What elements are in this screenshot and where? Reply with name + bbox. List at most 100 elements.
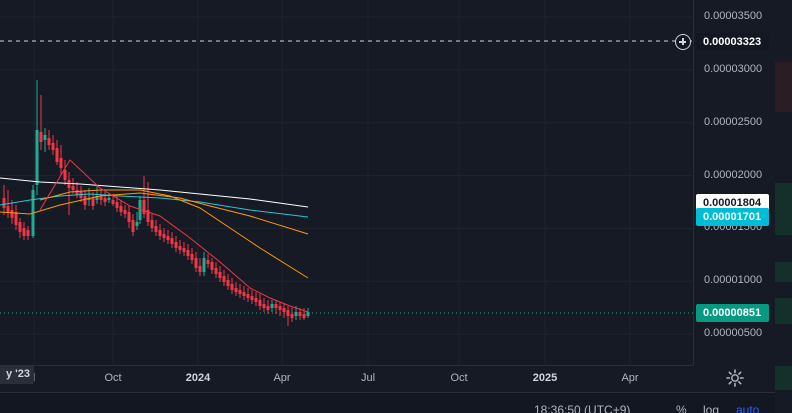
candle-body: [262, 304, 266, 308]
price-tick-label: 0.00001000: [704, 274, 763, 287]
candle-body: [238, 290, 242, 294]
candle-body: [182, 248, 186, 252]
last-price-label: 0.00000851: [696, 304, 769, 322]
price-chart[interactable]: [0, 0, 693, 365]
candle-body: [22, 228, 26, 236]
time-axis-label: Apr: [273, 372, 291, 384]
clock-text: 18:36:50 (UTC+9): [534, 403, 631, 413]
candle-body: [242, 292, 246, 296]
moving-average-line: [0, 192, 309, 235]
add-plus-icon[interactable]: [675, 34, 691, 50]
candle-body: [123, 210, 127, 214]
moving-average-line: [39, 159, 309, 313]
candle-body: [290, 314, 294, 318]
crosshair-price-label: 0.00003323: [696, 33, 769, 51]
percent-toggle[interactable]: %: [676, 403, 687, 413]
price-tick-label: 0.00002500: [704, 115, 763, 128]
time-axis-label: 2024: [185, 372, 211, 384]
moving-average-line: [0, 193, 309, 218]
candle-body: [222, 276, 226, 282]
price-scale[interactable]: 0.00003500 0.00003000 0.00002500 0.00002000…: [693, 0, 775, 365]
candle-body: [43, 135, 47, 140]
candle-body: [35, 130, 39, 185]
time-axis-label: Oct: [104, 372, 122, 384]
candle-body: [59, 158, 63, 168]
moving-average-line: [39, 189, 309, 279]
ma-teal-price-label: 0.00001701: [696, 208, 769, 226]
candle-body: [111, 200, 115, 204]
candle-body: [55, 148, 59, 162]
candle-body: [162, 234, 166, 238]
auto-toggle[interactable]: auto: [736, 403, 760, 413]
time-axis-label: Apr: [621, 372, 639, 384]
candle-body: [214, 268, 218, 274]
time-axis-label: Oct: [450, 372, 468, 384]
time-axis-label: l: [32, 372, 36, 384]
candle-body: [246, 294, 250, 298]
candle-body: [6, 206, 10, 212]
candle-body: [95, 196, 99, 200]
price-tick-label: 0.00002000: [704, 168, 763, 181]
candle-body: [119, 206, 123, 212]
strip-marker: [775, 262, 792, 282]
candle-body: [194, 258, 198, 268]
candle-body: [127, 212, 131, 222]
candle-body: [2, 198, 6, 208]
candle-body: [103, 198, 107, 202]
candle-body: [10, 210, 14, 218]
candle-body: [294, 312, 298, 316]
candle-body: [18, 222, 22, 232]
candle-body: [26, 230, 30, 236]
candle-body: [39, 132, 43, 142]
moving-average-lines: [0, 159, 309, 313]
candle-body: [278, 306, 282, 310]
candle-body: [178, 246, 182, 250]
candle-body: [67, 180, 71, 188]
candle-body: [131, 220, 135, 232]
candle-body: [186, 250, 190, 256]
candle-body: [150, 220, 154, 228]
price-tick-label: 0.00000500: [704, 327, 763, 340]
time-axis-partial-label: y '23: [0, 365, 34, 384]
gear-icon[interactable]: [725, 368, 745, 388]
candle-body: [135, 222, 139, 226]
candle-body: [286, 310, 290, 316]
candle-body: [107, 198, 111, 200]
ma-white-price-label: 0.00001804: [696, 194, 769, 212]
price-tick-label: 0.00003500: [704, 10, 763, 22]
candle-body: [138, 200, 142, 220]
candle-body: [154, 226, 158, 232]
time-axis[interactable]: l Oct 2024 Apr Jul Oct 2025 Apr: [0, 365, 693, 392]
candle-body: [250, 296, 254, 300]
candle-body: [226, 280, 230, 286]
price-tick-label: 0.00003000: [704, 62, 763, 75]
bottom-toolbar: 18:36:50 (UTC+9) % log auto: [0, 392, 775, 413]
candle-body: [146, 210, 150, 222]
candle-body: [298, 312, 302, 316]
strip-marker: [775, 366, 792, 390]
candle-body: [234, 288, 238, 292]
strip-marker: [775, 62, 792, 112]
candle-body: [115, 202, 119, 208]
candle-body: [258, 300, 262, 306]
candle-body: [218, 272, 222, 278]
candle-body: [87, 198, 91, 200]
candle-body: [47, 138, 51, 145]
candle-body: [158, 230, 162, 236]
time-axis-partial-text: y '23: [5, 368, 30, 380]
candle-body: [174, 242, 178, 248]
time-axis-label: Jul: [360, 372, 376, 384]
candle-body: [170, 238, 174, 244]
candle-body: [190, 254, 194, 260]
candlestick-series: [2, 80, 310, 326]
strip-marker: [775, 298, 792, 324]
candle-body: [166, 236, 170, 240]
candle-body: [274, 304, 278, 308]
candle-body: [91, 198, 95, 206]
moving-average-line: [0, 177, 309, 208]
candle-body: [266, 306, 270, 310]
candle-body: [306, 312, 310, 316]
log-toggle[interactable]: log: [703, 403, 720, 413]
candle-body: [230, 284, 234, 290]
